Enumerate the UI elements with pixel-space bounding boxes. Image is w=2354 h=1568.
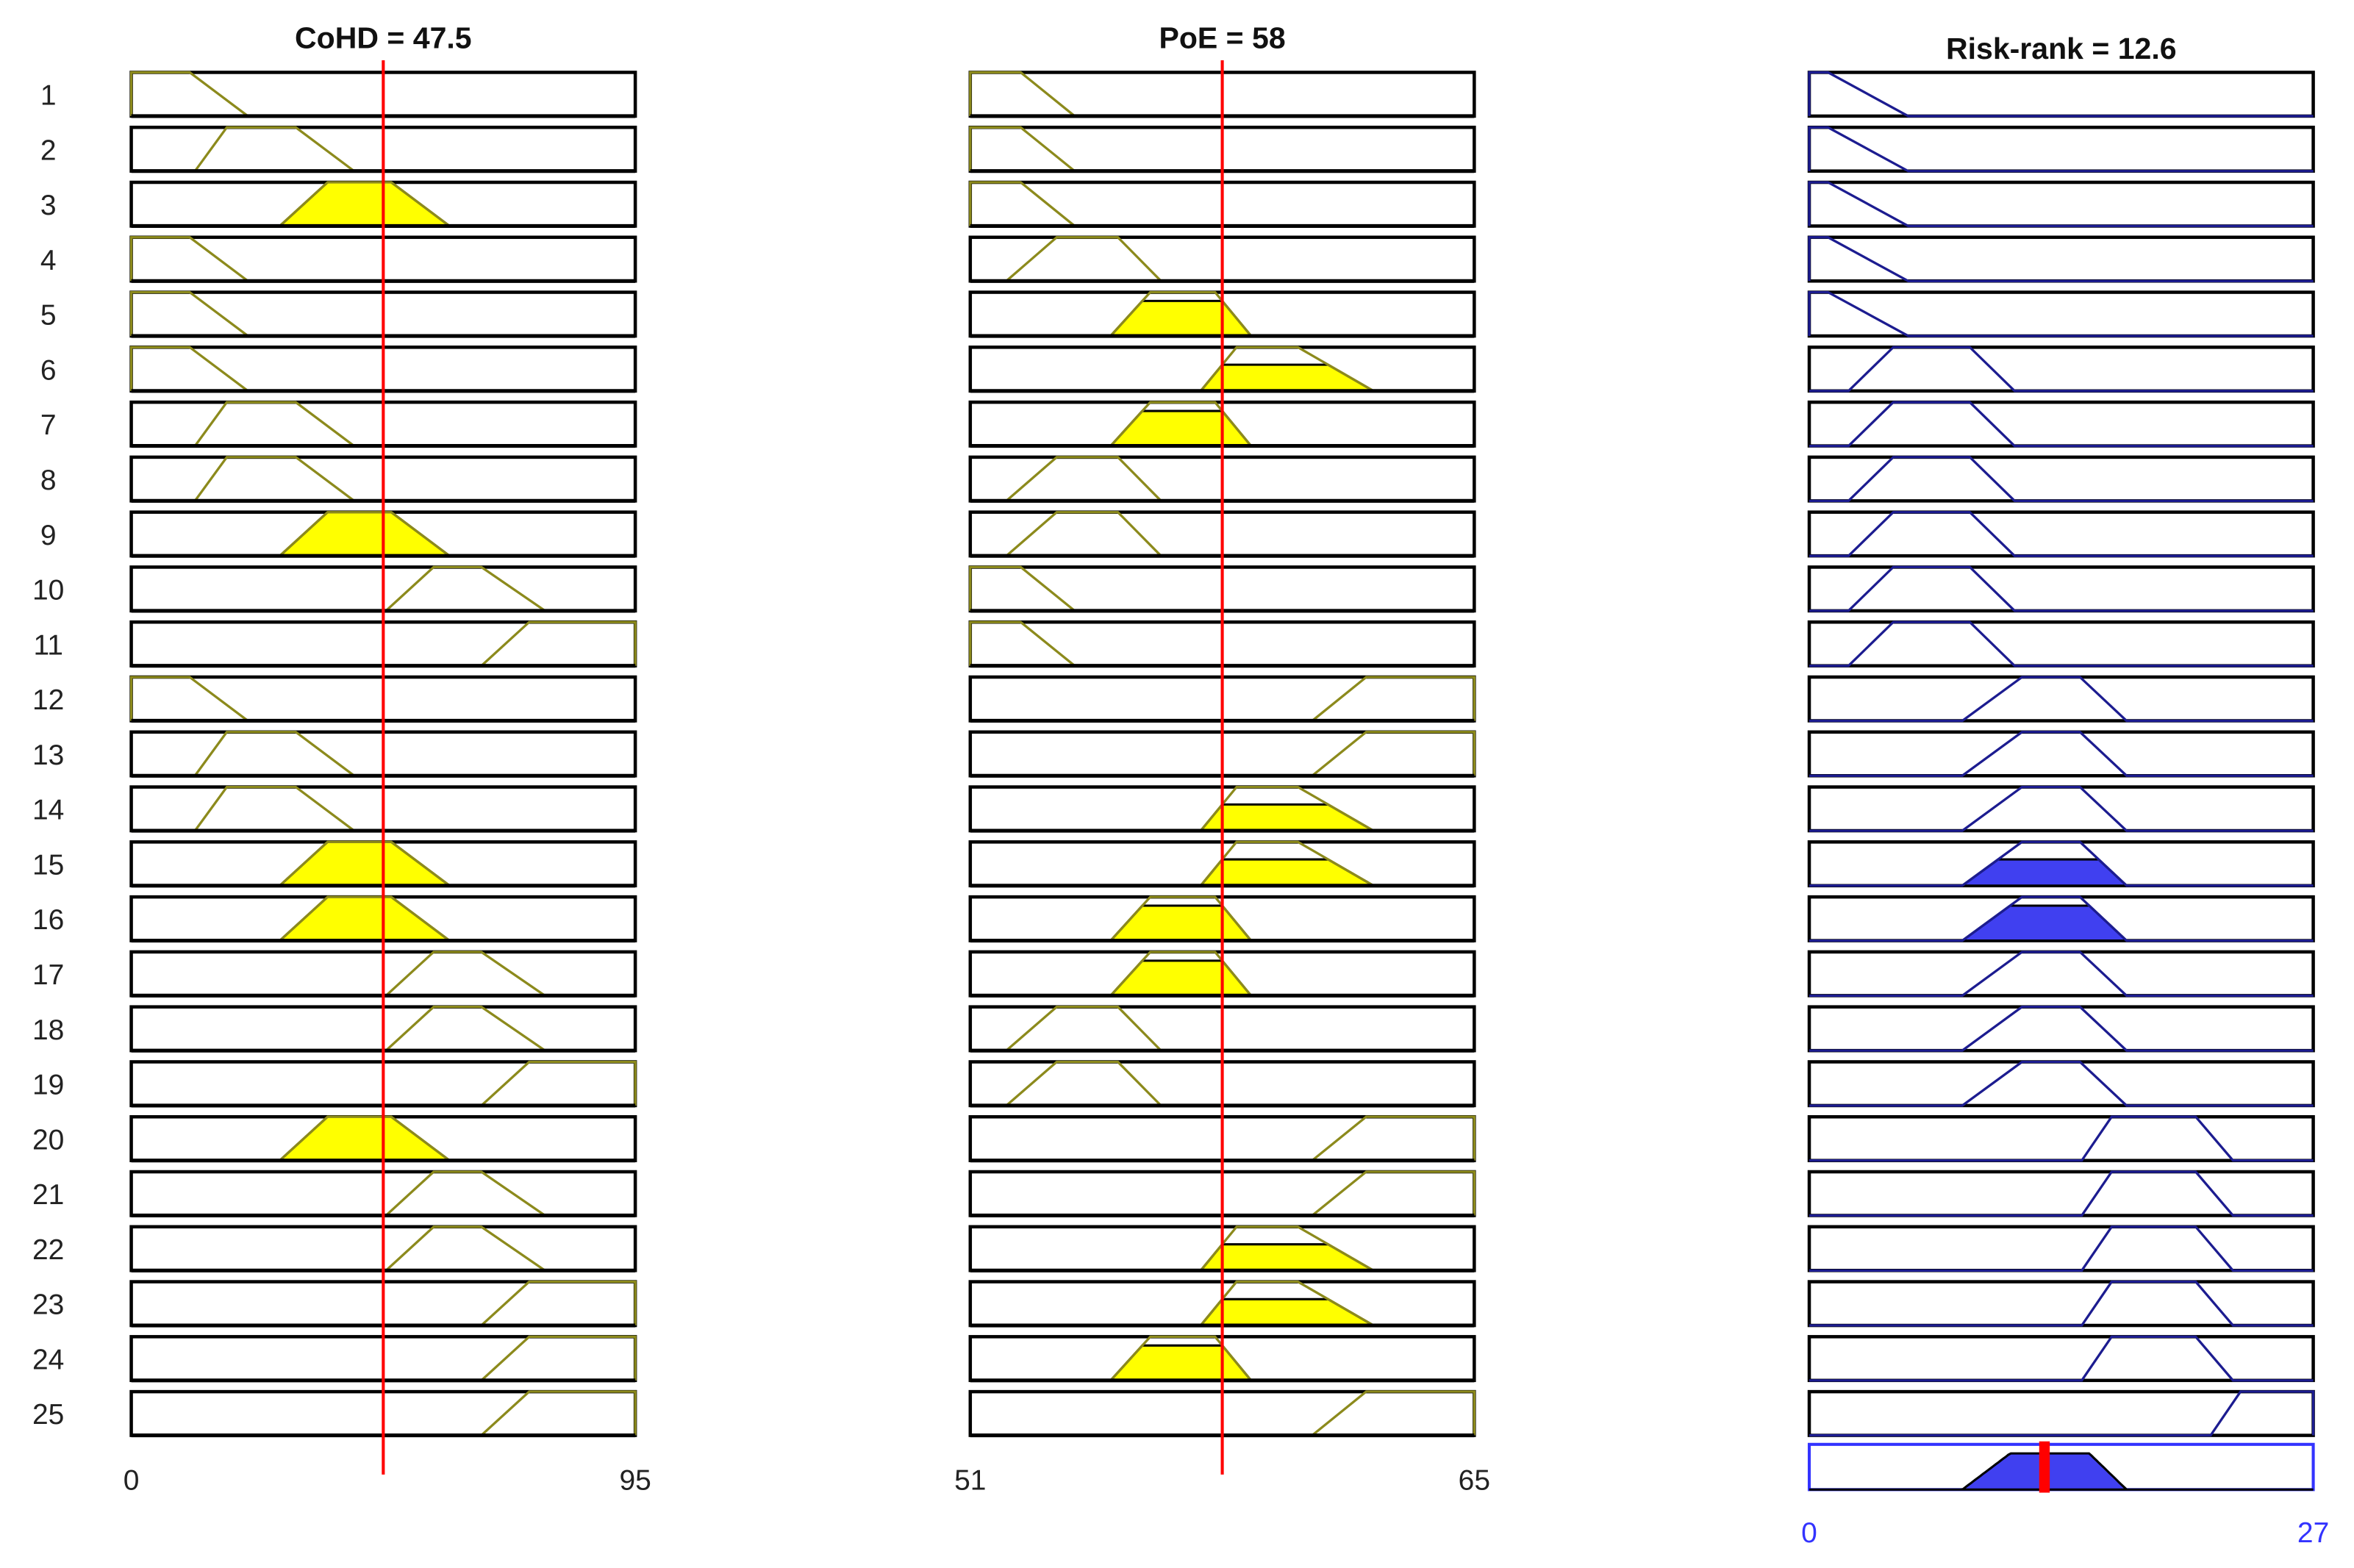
rule-number: 17 xyxy=(32,959,64,991)
rule-output-box xyxy=(1807,455,2315,503)
output-membership-function xyxy=(1809,895,2314,942)
output-membership-function xyxy=(1808,71,2314,118)
aggregate-output-fill xyxy=(1809,1452,2314,1491)
output-membership-function xyxy=(1809,676,2314,723)
rule-output-box xyxy=(1807,290,2315,338)
input2-max-tick: 65 xyxy=(1459,1464,1490,1496)
output-membership-function xyxy=(1809,1280,2314,1327)
output-membership-function xyxy=(1808,126,2314,173)
output-membership-function xyxy=(1809,1115,2314,1162)
rule-number: 15 xyxy=(32,849,64,881)
rule-output-box xyxy=(1807,620,2315,667)
rule-output-box xyxy=(1807,1170,2315,1217)
rule-number: 24 xyxy=(32,1344,64,1375)
rule-output-box xyxy=(1807,730,2315,778)
rule-number: 23 xyxy=(32,1289,64,1321)
rule-output-box xyxy=(1807,180,2315,228)
output-membership-function xyxy=(1808,236,2314,282)
output-membership-function xyxy=(1809,1060,2314,1107)
output-membership-function xyxy=(1809,785,2314,832)
rule-number: 2 xyxy=(40,135,57,166)
output-max-tick: 27 xyxy=(2297,1517,2329,1549)
output-membership-function xyxy=(1809,1005,2314,1052)
rule-number: 1 xyxy=(40,80,57,112)
rule-output-box xyxy=(1807,125,2315,173)
output-membership-function xyxy=(1809,565,2314,612)
rule-output-box xyxy=(1807,1389,2315,1437)
rule-number: 22 xyxy=(32,1234,64,1266)
rule-output-box xyxy=(1807,565,2315,613)
output-membership-function xyxy=(1809,620,2314,667)
rule-output-box xyxy=(1807,71,2315,118)
output-membership-function xyxy=(1809,456,2314,502)
rule-output-box xyxy=(1807,235,2315,283)
rule-output-box xyxy=(1807,346,2315,393)
rule-number: 25 xyxy=(32,1399,64,1431)
rule-number: 5 xyxy=(40,300,57,332)
rule-output-box xyxy=(1807,1005,2315,1053)
rule-output-box xyxy=(1807,400,2315,448)
rule-number: 8 xyxy=(40,465,57,496)
rule-output-box xyxy=(1807,1060,2315,1108)
output-membership-function xyxy=(1809,511,2314,557)
rule-number: 20 xyxy=(32,1124,64,1156)
rule-number: 4 xyxy=(40,245,57,276)
output-membership-function xyxy=(1808,181,2314,228)
output-membership-function xyxy=(1809,731,2314,777)
output-membership-function xyxy=(1809,1335,2314,1382)
rule-number: 14 xyxy=(32,795,64,826)
input2-title: PoE = 58 xyxy=(1159,21,1285,55)
rule-output-box xyxy=(1807,1335,2315,1383)
rule-number: 6 xyxy=(40,354,57,386)
output-membership-function xyxy=(1809,840,2314,887)
output-min-tick: 0 xyxy=(1801,1517,1817,1549)
output-membership-function xyxy=(1809,401,2314,448)
rule-number: 3 xyxy=(40,190,57,221)
rule-output-box xyxy=(1807,510,2315,558)
output-membership-function xyxy=(1809,951,2314,998)
input2-min-tick: 51 xyxy=(954,1464,986,1496)
input1-title: CoHD = 47.5 xyxy=(295,21,472,55)
input1-min-tick: 0 xyxy=(124,1464,140,1496)
rule-number: 16 xyxy=(32,904,64,936)
rule-number: 10 xyxy=(32,575,64,606)
rule-number: 9 xyxy=(40,520,57,551)
output-membership-function xyxy=(1809,1390,2315,1437)
input1-max-tick: 95 xyxy=(619,1464,651,1496)
rule-output-box xyxy=(1807,950,2315,998)
output-membership-function xyxy=(1809,1170,2314,1217)
rule-output-box xyxy=(1807,785,2315,833)
output-membership-function xyxy=(1808,290,2314,337)
rule-output-box xyxy=(1807,1225,2315,1272)
rule-output-box xyxy=(1807,675,2315,723)
output-membership-function xyxy=(1809,1225,2314,1272)
rule-number: 12 xyxy=(32,684,64,716)
rule-number: 11 xyxy=(33,629,62,661)
rule-output-box xyxy=(1807,1114,2315,1162)
rule-number: 7 xyxy=(40,409,57,441)
rule-number: 13 xyxy=(32,740,64,771)
rule-number: 19 xyxy=(32,1070,64,1101)
rule-number: 18 xyxy=(32,1014,64,1046)
output-membership-function xyxy=(1809,346,2314,393)
output-title: Risk-rank = 12.6 xyxy=(1946,32,2177,65)
rule-output-box xyxy=(1807,1280,2315,1328)
rule-number: 21 xyxy=(32,1179,64,1211)
